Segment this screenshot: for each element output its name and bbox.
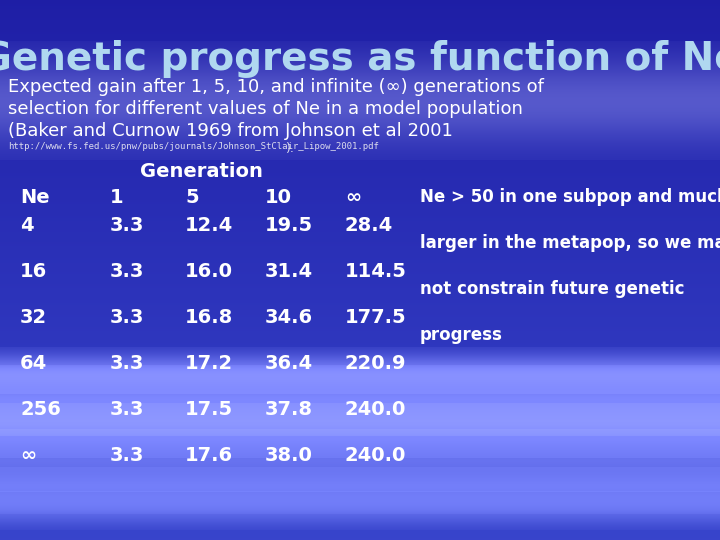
Text: Ne: Ne [20,188,50,207]
Text: 114.5: 114.5 [345,262,407,281]
Text: 220.9: 220.9 [345,354,407,373]
Text: ∞: ∞ [20,446,36,465]
Text: 3.3: 3.3 [110,446,145,465]
Text: ∞: ∞ [345,188,361,207]
Text: Genetic progress as function of Ne: Genetic progress as function of Ne [0,40,720,78]
Text: larger in the metapop, so we may: larger in the metapop, so we may [420,234,720,252]
Text: Expected gain after 1, 5, 10, and infinite (∞) generations of: Expected gain after 1, 5, 10, and infini… [8,78,544,96]
Text: 3.3: 3.3 [110,354,145,373]
Text: 36.4: 36.4 [265,354,313,373]
Text: not constrain future genetic: not constrain future genetic [420,280,685,298]
Text: 3.3: 3.3 [110,400,145,419]
Text: Generation: Generation [140,162,263,181]
Text: 32: 32 [20,308,47,327]
Text: 34.6: 34.6 [265,308,313,327]
Text: 17.2: 17.2 [185,354,233,373]
Text: 3.3: 3.3 [110,308,145,327]
Text: 28.4: 28.4 [345,216,393,235]
Text: Ne > 50 in one subpop and much: Ne > 50 in one subpop and much [420,188,720,206]
Text: 1: 1 [110,188,124,207]
Text: (Baker and Curnow 1969 from Johnson et al 2001: (Baker and Curnow 1969 from Johnson et a… [8,122,453,140]
Text: 17.5: 17.5 [185,400,233,419]
Text: 17.6: 17.6 [185,446,233,465]
Text: selection for different values of Ne in a model population: selection for different values of Ne in … [8,100,523,118]
Text: 240.0: 240.0 [345,446,406,465]
Text: 3.3: 3.3 [110,262,145,281]
Text: ).: ). [286,142,295,155]
Text: 5: 5 [185,188,199,207]
Text: 4: 4 [20,216,34,235]
Text: progress: progress [420,326,503,344]
Text: 256: 256 [20,400,61,419]
Text: 37.8: 37.8 [265,400,313,419]
Text: 12.4: 12.4 [185,216,233,235]
Text: 19.5: 19.5 [265,216,313,235]
Text: 16.8: 16.8 [185,308,233,327]
Text: 177.5: 177.5 [345,308,407,327]
Text: 10: 10 [265,188,292,207]
Text: 240.0: 240.0 [345,400,406,419]
Text: 3.3: 3.3 [110,216,145,235]
Text: 31.4: 31.4 [265,262,313,281]
Text: 64: 64 [20,354,48,373]
Text: 16: 16 [20,262,48,281]
Text: http://www.fs.fed.us/pnw/pubs/journals/Johnson_StClair_Lipow_2001.pdf: http://www.fs.fed.us/pnw/pubs/journals/J… [8,142,379,151]
Text: 16.0: 16.0 [185,262,233,281]
Text: 38.0: 38.0 [265,446,313,465]
